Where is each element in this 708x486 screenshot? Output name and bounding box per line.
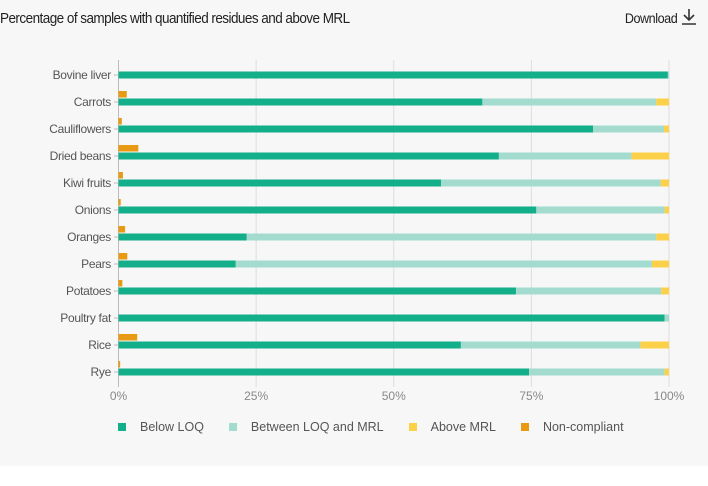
bar-non-compliant	[118, 172, 123, 179]
legend-swatch	[118, 423, 126, 431]
x-tick-label: 75%	[519, 389, 543, 403]
bar-above-mrl	[651, 260, 669, 268]
legend-label: Above MRL	[430, 420, 496, 434]
bar-non-compliant	[118, 334, 138, 341]
bar-non-compliant	[118, 91, 127, 98]
bar-between-loq-and-mrl	[515, 287, 662, 295]
category-label: Oranges	[67, 230, 111, 244]
bar-non-compliant	[118, 145, 139, 152]
bar-between-loq-and-mrl	[235, 260, 652, 268]
bar-between-loq-and-mrl	[536, 206, 665, 214]
bar-between-loq-and-mrl	[529, 368, 665, 376]
bar-below-loq	[118, 152, 499, 160]
bar-below-loq	[118, 71, 668, 79]
bar-non-compliant	[118, 280, 123, 287]
category-label: Poultry fat	[60, 311, 112, 325]
bar-below-loq	[118, 314, 665, 322]
category-label: Carrots	[74, 95, 112, 109]
bar-non-compliant	[118, 199, 121, 206]
bar-between-loq-and-mrl	[246, 233, 657, 241]
category-label: Onions	[75, 203, 112, 217]
category-label: Kiwi fruits	[63, 176, 111, 190]
bar-chart: 0% 25% 50% 75% 100% Bovine liver Carrots Caulif…	[49, 60, 685, 403]
bar-above-mrl	[664, 125, 669, 133]
bar-below-loq	[118, 98, 483, 106]
bar-below-loq	[118, 341, 461, 349]
bar-above-mrl	[664, 368, 669, 376]
category-label: Rye	[91, 365, 112, 379]
category-label: Dried beans	[50, 149, 112, 163]
bar-below-loq	[118, 125, 594, 133]
x-tick-label: 25%	[244, 389, 268, 403]
legend-label: Between LOQ and MRL	[250, 420, 384, 434]
bar-non-compliant	[118, 253, 128, 260]
x-tick-label: 0%	[110, 389, 128, 403]
chart-title: Percentage of samples with quantified re…	[0, 10, 350, 27]
legend: Below LOQ Between LOQ and MRL Above MRL Non…	[118, 420, 649, 434]
bar-non-compliant	[118, 118, 122, 125]
bar-above-mrl	[661, 287, 669, 295]
bar-above-mrl	[656, 98, 669, 106]
legend-item[interactable]: Below LOQ	[118, 420, 204, 434]
bar-between-loq-and-mrl	[593, 125, 665, 133]
bar-non-compliant	[118, 361, 121, 368]
x-tick-label: 50%	[382, 389, 406, 403]
legend-label: Below LOQ	[140, 420, 204, 434]
bar-non-compliant	[118, 226, 126, 233]
bar-below-loq	[118, 206, 537, 214]
bar-below-loq	[118, 260, 236, 268]
legend-swatch	[408, 423, 417, 431]
download-icon	[682, 9, 696, 25]
bar-below-loq	[118, 287, 516, 295]
bar-between-loq-and-mrl	[482, 98, 657, 106]
bar-between-loq-and-mrl	[667, 71, 669, 79]
bar-between-loq-and-mrl	[441, 179, 661, 187]
bar-above-mrl	[664, 206, 669, 214]
legend-label: Non-compliant	[542, 420, 624, 434]
legend-item[interactable]: Above MRL	[408, 420, 496, 434]
x-tick-label: 100%	[654, 389, 685, 403]
bar-between-loq-and-mrl	[498, 152, 632, 160]
download-button[interactable]: Download	[619, 8, 698, 26]
bar-above-mrl	[631, 152, 669, 160]
category-label: Bovine liver	[53, 68, 112, 82]
bar-above-mrl	[656, 233, 669, 241]
download-label: Download	[624, 10, 678, 26]
legend-item[interactable]: Between LOQ and MRL	[228, 420, 384, 434]
bar-between-loq-and-mrl	[460, 341, 641, 349]
bar-below-loq	[118, 179, 442, 187]
category-label: Cauliflowers	[49, 122, 111, 136]
legend-swatch	[520, 423, 529, 431]
bar-above-mrl	[640, 341, 669, 349]
bar-below-loq	[118, 233, 247, 241]
bar-above-mrl	[660, 179, 669, 187]
legend-swatch	[228, 423, 237, 431]
legend-item[interactable]: Non-compliant	[520, 420, 624, 434]
category-label: Pears	[81, 257, 111, 271]
category-label: Rice	[88, 338, 111, 352]
bar-below-loq	[118, 368, 530, 376]
bar-between-loq-and-mrl	[664, 314, 669, 322]
category-label: Potatoes	[66, 284, 111, 298]
